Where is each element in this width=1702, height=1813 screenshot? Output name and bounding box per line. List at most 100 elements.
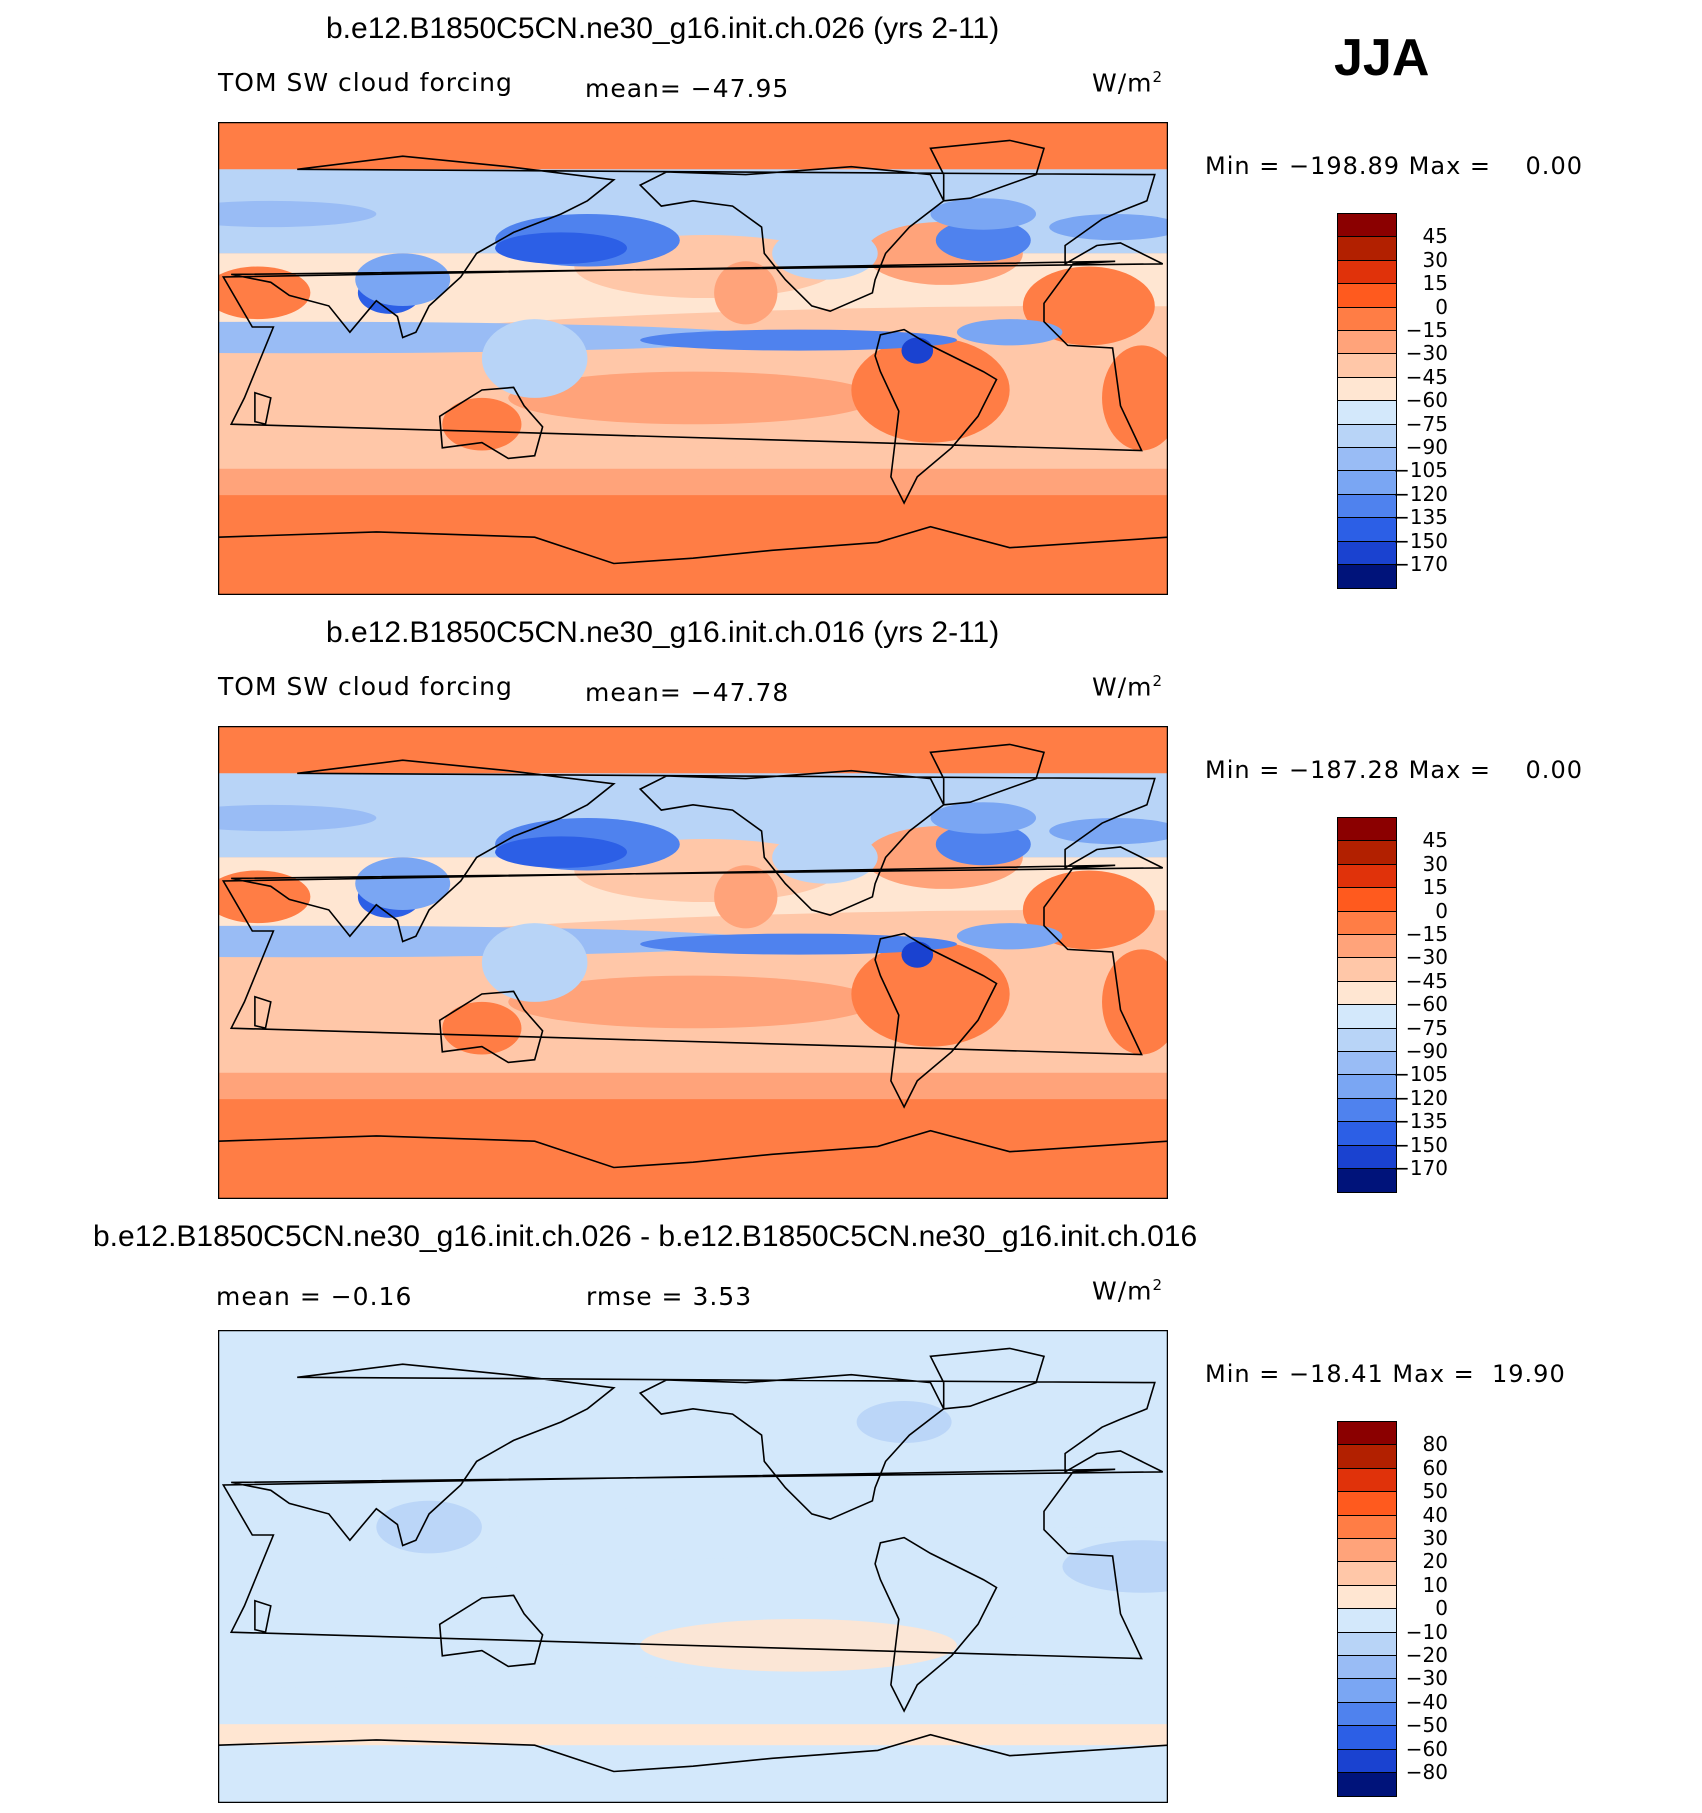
field-blob	[218, 804, 377, 832]
colorbar-swatch	[1338, 1005, 1396, 1029]
map-svg	[218, 1330, 1168, 1803]
units-label: W/m2	[1092, 1276, 1163, 1305]
field-blob	[495, 232, 628, 264]
colorbar-swatch	[1338, 565, 1396, 589]
colorbar-swatch	[1338, 1749, 1396, 1773]
colorbar-swatch	[1338, 494, 1396, 519]
panel-case-016: b.e12.B1850C5CN.ne30_g16.init.ch.016 (yr…	[0, 604, 1702, 1204]
season-label: JJA	[1334, 29, 1430, 87]
colorbar-tick-label: −50	[1405, 1713, 1448, 1738]
field-blob	[714, 865, 778, 929]
field-blob	[1102, 949, 1168, 1055]
map-plot	[218, 726, 1168, 1199]
colorbar-swatch	[1338, 424, 1396, 448]
field-blob	[218, 200, 377, 228]
band	[218, 495, 1168, 595]
coastlines	[218, 1347, 1168, 1803]
colorbar-swatch	[1338, 841, 1396, 865]
colorbar-swatch	[1338, 1562, 1396, 1586]
field-blob	[442, 397, 522, 451]
colorbar-tick-label: −90	[1405, 1039, 1448, 1063]
band	[218, 1724, 1168, 1746]
colorbar-swatch	[1338, 448, 1396, 472]
colorbar-tick-label: 15	[1422, 271, 1448, 296]
colorbar-tick-label: −60	[1405, 1736, 1448, 1761]
min-max-label: Min = −187.28 Max = 0.00	[1205, 756, 1583, 784]
units-label: W/m2	[1092, 68, 1163, 97]
colorbar-swatch	[1338, 1468, 1396, 1493]
field-blob	[930, 802, 1037, 834]
field-blob	[495, 836, 628, 868]
units-label: W/m2	[1092, 672, 1163, 701]
field-blob	[956, 923, 1063, 950]
colorbar-tick-label: −30	[1405, 945, 1448, 970]
colorbar-swatch	[1338, 307, 1396, 331]
min-max-label: Min = −198.89 Max = 0.00	[1205, 152, 1583, 180]
map-frame	[218, 726, 1168, 1199]
colorbar-tick-label: 10	[1422, 1572, 1448, 1597]
field-blob	[218, 266, 311, 320]
colorbar-swatch	[1338, 260, 1396, 285]
colorbar-tick-label: −80	[1405, 1760, 1448, 1784]
colorbar-tick-label: −90	[1405, 435, 1448, 459]
colorbar-swatch	[1338, 471, 1396, 495]
colorbar-tick-label: 0	[1435, 1596, 1448, 1621]
colorbar-swatch	[1338, 1656, 1396, 1680]
field-blob	[935, 219, 1031, 262]
field-blob	[901, 337, 934, 364]
colorbar-tick-label: −120	[1393, 481, 1448, 506]
colorbar-swatch	[1338, 1539, 1396, 1563]
colorbar-swatch	[1338, 237, 1396, 261]
field-blob	[1062, 1540, 1168, 1593]
colorbar-swatch	[1338, 1075, 1396, 1099]
colorbar-tick-label: −170	[1393, 1156, 1448, 1180]
field-blob	[429, 1485, 641, 1517]
colorbar-swatch	[1338, 1585, 1396, 1610]
colorbar-tick-label: −30	[1405, 1666, 1448, 1691]
colorbar-tick-label: −135	[1393, 1109, 1448, 1134]
colorbar-tick-label: 45	[1422, 224, 1448, 249]
colorbar-swatch	[1338, 981, 1396, 1006]
field-blob	[640, 1619, 957, 1672]
panel-case-026: b.e12.B1850C5CN.ne30_g16.init.ch.026 (yr…	[0, 0, 1702, 600]
field-blob	[1102, 345, 1168, 451]
colorbar	[1337, 213, 1397, 590]
colorbar-swatch	[1338, 864, 1396, 889]
units-exponent: 2	[1152, 1276, 1164, 1294]
band	[218, 468, 1168, 496]
mean-label: mean= −47.78	[585, 678, 790, 707]
case-title: b.e12.B1850C5CN.ne30_g16.init.ch.026 (yr…	[326, 12, 1000, 45]
colorbar	[1337, 817, 1397, 1194]
colorbar-swatch	[1338, 284, 1396, 308]
colorbar-swatch	[1338, 1169, 1396, 1193]
colorbar-swatch	[1338, 1492, 1396, 1516]
field-blob	[901, 941, 934, 968]
colorbar-tick-label: −75	[1405, 1015, 1448, 1040]
colorbar-tick-label: −15	[1405, 922, 1448, 946]
field-blob	[218, 870, 311, 924]
colorbar-swatch	[1338, 1422, 1396, 1446]
colorbar-swatch	[1338, 401, 1396, 425]
colorbar-tick-label: 30	[1422, 247, 1448, 272]
colorbar-swatch	[1338, 1145, 1396, 1169]
map-plot	[218, 1330, 1168, 1803]
colorbar-swatch	[1338, 377, 1396, 402]
colorbar-tick-label: −60	[1405, 992, 1448, 1017]
colorbar-swatch	[1338, 888, 1396, 912]
colorbar-swatch	[1338, 214, 1396, 238]
field-blob	[376, 1500, 482, 1554]
field-blob	[856, 1400, 952, 1443]
colorbar-swatch	[1338, 541, 1396, 565]
mean-label: mean = −0.16	[216, 1282, 413, 1311]
band	[218, 726, 1168, 774]
field-blob	[218, 1655, 667, 1688]
colorbar-tick-label: −45	[1405, 364, 1448, 389]
field-blob	[481, 923, 588, 1002]
colorbar-swatch	[1338, 1726, 1396, 1750]
mean-label: mean= −47.95	[585, 74, 790, 103]
map-svg	[218, 726, 1168, 1199]
min-max-label: Min = −18.41 Max = 19.90	[1205, 1360, 1566, 1388]
field-blob	[851, 941, 1010, 1047]
field-blob	[956, 319, 1063, 346]
colorbar-tick-label: 80	[1422, 1432, 1448, 1457]
